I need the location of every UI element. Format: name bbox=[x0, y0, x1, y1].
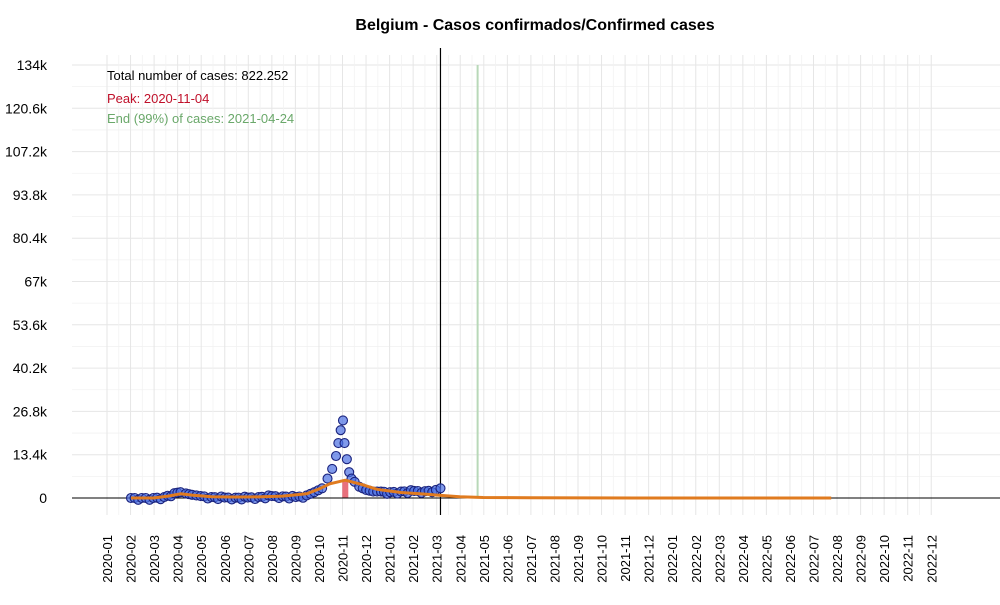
y-tick-label: 67k bbox=[24, 274, 48, 290]
data-point bbox=[327, 463, 338, 474]
x-tick-label: 2022-07 bbox=[807, 535, 822, 583]
grid-lines bbox=[72, 55, 1000, 515]
x-tick-label: 2021-04 bbox=[453, 535, 468, 583]
x-tick-label: 2020-08 bbox=[265, 535, 280, 583]
x-tick-label: 2021-09 bbox=[571, 535, 586, 583]
x-tick-label: 2022-09 bbox=[854, 535, 869, 583]
x-tick-label: 2020-11 bbox=[336, 535, 351, 582]
y-tick-label: 13.4k bbox=[13, 447, 48, 463]
y-tick-label: 40.2k bbox=[13, 360, 48, 376]
x-tick-label: 2020-10 bbox=[312, 535, 327, 583]
peak-marker bbox=[342, 480, 349, 498]
data-point bbox=[435, 483, 446, 494]
x-tick-label: 2020-07 bbox=[241, 535, 256, 583]
x-tick-label: 2022-05 bbox=[759, 535, 774, 583]
y-tick-label: 120.6k bbox=[5, 100, 48, 116]
x-tick-label: 2022-11 bbox=[901, 535, 916, 582]
x-tick-label: 2022-10 bbox=[877, 535, 892, 583]
y-tick-label: 53.6k bbox=[13, 317, 48, 333]
y-tick-label: 93.8k bbox=[13, 187, 48, 203]
x-tick-label: 2020-04 bbox=[171, 535, 186, 583]
x-tick-label: 2020-01 bbox=[100, 535, 115, 583]
x-tick-label: 2020-03 bbox=[147, 535, 162, 583]
x-tick-label: 2022-03 bbox=[712, 535, 727, 583]
data-point bbox=[330, 450, 342, 462]
date-markers bbox=[342, 48, 479, 515]
y-tick-labels: 0 13.4k 26.8k 40.2k 53.6k 67k 80.4k 93.8k 107.2k… bbox=[5, 57, 48, 506]
x-tick-label: 2021-08 bbox=[547, 535, 562, 583]
data-point bbox=[335, 425, 346, 436]
x-tick-labels: 2020-01 2020-02 2020-03 2020-04 2020-05 2020-… bbox=[100, 535, 939, 583]
data-point bbox=[337, 415, 349, 426]
fit-curve bbox=[131, 478, 832, 500]
y-tick-label: 80.4k bbox=[13, 230, 48, 246]
y-tick-label: 134k bbox=[17, 57, 48, 73]
x-tick-label: 2020-05 bbox=[194, 535, 209, 583]
x-tick-label: 2021-11 bbox=[618, 535, 633, 582]
annotation-total: Total number of cases: 822.252 bbox=[107, 68, 288, 83]
x-tick-label: 2021-07 bbox=[524, 535, 539, 583]
x-tick-label: 2020-06 bbox=[218, 535, 233, 583]
data-point bbox=[341, 454, 352, 465]
x-tick-label: 2020-09 bbox=[288, 535, 303, 583]
x-tick-label: 2021-01 bbox=[383, 535, 398, 583]
x-tick-label: 2022-06 bbox=[783, 535, 798, 583]
x-tick-label: 2020-12 bbox=[359, 535, 374, 583]
x-tick-label: 2021-05 bbox=[477, 535, 492, 583]
x-tick-label: 2021-12 bbox=[642, 535, 657, 583]
x-tick-label: 2022-12 bbox=[924, 535, 939, 583]
data-point bbox=[339, 438, 350, 449]
annotation-end: End (99%) of cases: 2021-04-24 bbox=[107, 111, 294, 126]
fit-line bbox=[131, 478, 832, 500]
x-tick-label: 2020-02 bbox=[124, 535, 139, 583]
x-tick-label: 2022-08 bbox=[830, 535, 845, 583]
x-tick-label: 2021-02 bbox=[406, 535, 421, 583]
annotation-peak: Peak: 2020-11-04 bbox=[107, 91, 209, 106]
data-point bbox=[322, 473, 333, 484]
x-tick-label: 2021-06 bbox=[500, 535, 515, 583]
y-tick-label: 0 bbox=[39, 490, 47, 506]
x-tick-label: 2022-04 bbox=[736, 535, 751, 583]
x-tick-label: 2021-10 bbox=[595, 535, 610, 583]
x-tick-label: 2021-03 bbox=[430, 535, 445, 583]
y-tick-label: 26.8k bbox=[13, 403, 48, 419]
chart-title: Belgium - Casos confirmados/Confirmed ca… bbox=[355, 17, 714, 34]
x-tick-label: 2022-02 bbox=[689, 535, 704, 583]
x-tick-label: 2022-01 bbox=[665, 535, 680, 583]
y-tick-label: 107.2k bbox=[5, 144, 48, 160]
